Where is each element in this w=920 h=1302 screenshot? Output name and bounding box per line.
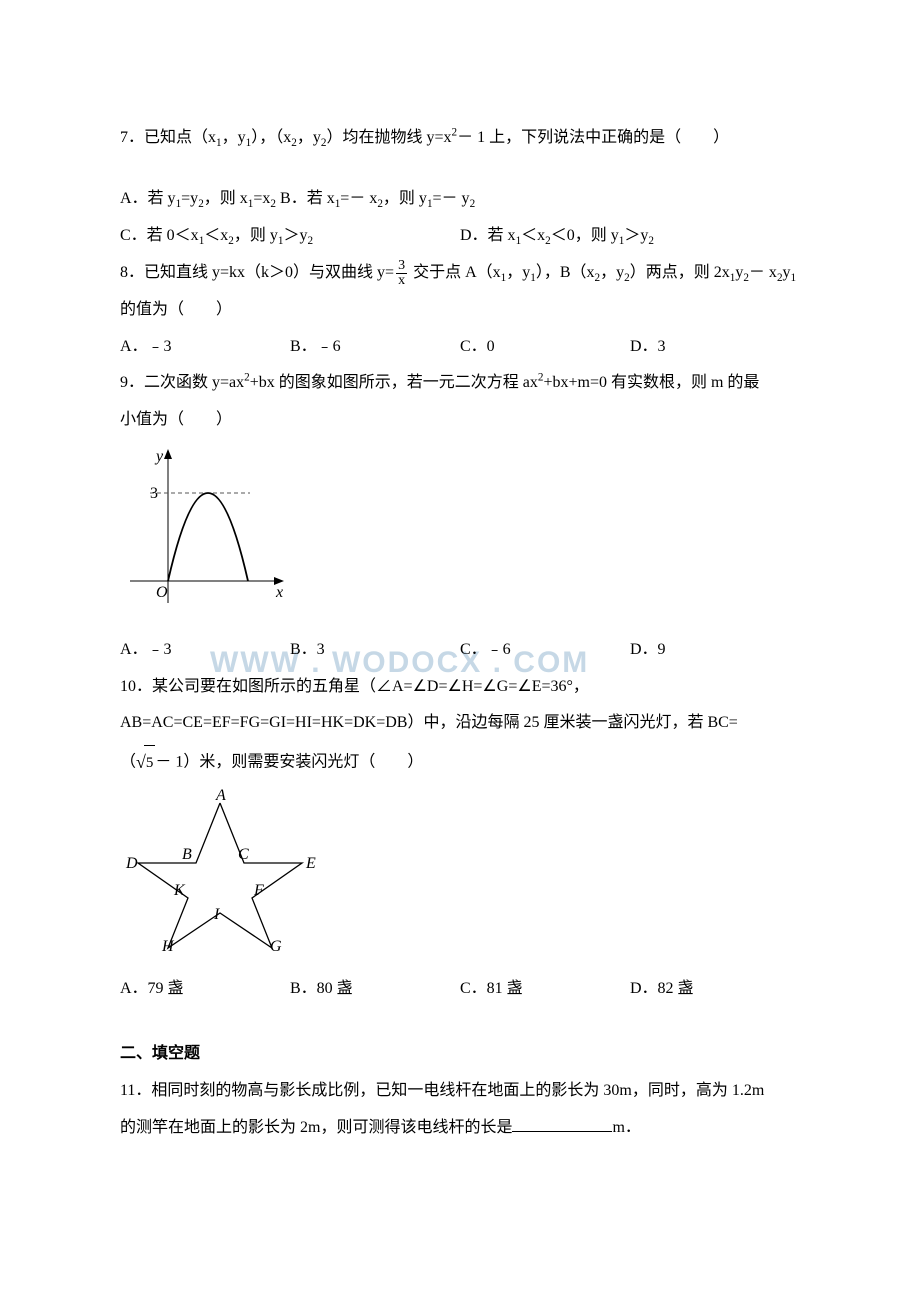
q9-graph: 3 y x O — [120, 443, 800, 628]
page-container: 7．已知点（x1，y1），（x2，y2）均在抛物线 y=x2－ 1 上，下列说法… — [0, 0, 920, 1207]
q11-line2: 的测竿在地面上的影长为 2m，则可测得该电线杆的长是m． — [120, 1110, 800, 1147]
text: － 1 上，下列说法中正确的是（ ） — [457, 129, 729, 146]
origin-label: O — [156, 584, 168, 601]
q7-optC: C．若 0＜x1＜x2，则 y1＞y2 — [120, 218, 460, 255]
q8-optB: B．﹣6 — [290, 329, 460, 366]
fraction: 3x — [396, 259, 407, 288]
q8-stem-line1: 8．已知直线 y=kx（k＞0）与双曲线 y=3x 交于点 A（x1，y1），B… — [120, 255, 800, 292]
q8-optD: D．3 — [630, 329, 800, 366]
q7-options-line1: A．若 y1=y2，则 x1=x2 B．若 x1=－ x2，则 y1=－ y2 — [120, 181, 800, 218]
q10-stem-1: 10．某公司要在如图所示的五角星（∠A=∠D=∠H=∠G=∠E=36°， — [120, 669, 800, 706]
svg-text:F: F — [253, 882, 264, 899]
q9-optC: C．﹣6 — [460, 632, 630, 669]
q7-stem: 7．已知点（x1，y1），（x2，y2）均在抛物线 y=x2－ 1 上，下列说法… — [120, 120, 800, 157]
q11-line1: 11．相同时刻的物高与影长成比例，已知一电线杆在地面上的影长为 30m，同时，高… — [120, 1073, 800, 1110]
q10-optB: B．80 盏 — [290, 971, 460, 1008]
section-2-title: 二、填空题 — [120, 1036, 800, 1073]
q8-stem-line2: 的值为（ ） — [120, 292, 800, 329]
q10-optD: D．82 盏 — [630, 971, 800, 1008]
q9-optA: A．﹣3 — [120, 632, 290, 669]
q9-stem-line1: 9．二次函数 y=ax2+bx 的图象如图所示，若一元二次方程 ax2+bx+m… — [120, 365, 800, 402]
q8-options: A．﹣3 B．﹣6 C．0 D．3 — [120, 329, 800, 366]
svg-text:H: H — [161, 938, 175, 953]
y-axis-label: y — [154, 448, 164, 465]
q9-optB: B．3 — [290, 632, 460, 669]
q7-optD: D．若 x1＜x2＜0，则 y1＞y2 — [460, 218, 800, 255]
q10-optA: A．79 盏 — [120, 971, 290, 1008]
svg-text:A: A — [215, 788, 226, 804]
text: ）均在抛物线 y=x — [326, 129, 451, 146]
q10-optC: C．81 盏 — [460, 971, 630, 1008]
svg-text:K: K — [173, 882, 186, 899]
svg-text:D: D — [125, 855, 138, 872]
q10-options: A．79 盏 B．80 盏 C．81 盏 D．82 盏 — [120, 971, 800, 1008]
fill-blank — [512, 1115, 612, 1132]
q10-stem-2: AB=AC=CE=EF=FG=GI=HI=HK=DK=DB）中，沿边每隔 25 … — [120, 705, 800, 742]
q7-options-line2: C．若 0＜x1＜x2，则 y1＞y2 D．若 x1＜x2＜0，则 y1＞y2 — [120, 218, 800, 255]
q10-stem-3: （√5－ 1）米，则需要安装闪光灯（ ） — [120, 742, 800, 783]
q7-optB: B．若 x1=－ x2，则 y1=－ y2 — [280, 190, 475, 207]
svg-text:B: B — [182, 846, 192, 863]
tick-3: 3 — [150, 485, 158, 502]
q7-optA: A．若 y1=y2，则 x1=x2 — [120, 190, 280, 207]
svg-text:E: E — [305, 855, 316, 872]
q9-stem-line2: 小值为（ ） — [120, 402, 800, 439]
text: ，y — [222, 129, 246, 146]
text: 7．已知点（x — [120, 129, 216, 146]
svg-text:I: I — [213, 906, 220, 923]
text: ，y — [297, 129, 321, 146]
text: ），（x — [251, 129, 291, 146]
q9-optD: D．9 — [630, 632, 800, 669]
x-axis-label: x — [275, 584, 283, 601]
q8-optC: C．0 — [460, 329, 630, 366]
svg-text:G: G — [270, 938, 282, 953]
q9-options: A．﹣3 B．3 C．﹣6 D．9 — [120, 632, 800, 669]
sqrt: √5 — [136, 742, 155, 783]
svg-text:C: C — [238, 846, 249, 863]
q10-star: A B C D E K F I H G — [120, 788, 800, 968]
q8-optA: A．﹣3 — [120, 329, 290, 366]
